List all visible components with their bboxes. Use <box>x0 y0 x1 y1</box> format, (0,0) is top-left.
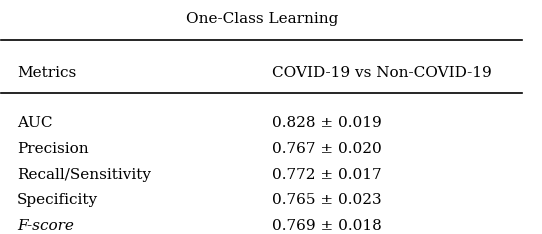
Text: Precision: Precision <box>17 142 89 156</box>
Text: COVID-19 vs Non-COVID-19: COVID-19 vs Non-COVID-19 <box>273 66 492 80</box>
Text: 0.769 ± 0.018: 0.769 ± 0.018 <box>273 219 382 233</box>
Text: Recall/Sensitivity: Recall/Sensitivity <box>17 168 151 182</box>
Text: 0.765 ± 0.023: 0.765 ± 0.023 <box>273 193 382 207</box>
Text: F-score: F-score <box>17 219 74 233</box>
Text: 0.767 ± 0.020: 0.767 ± 0.020 <box>273 142 382 156</box>
Text: AUC: AUC <box>17 116 53 130</box>
Text: Metrics: Metrics <box>17 66 76 80</box>
Text: 0.772 ± 0.017: 0.772 ± 0.017 <box>273 168 382 182</box>
Text: One-Class Learning: One-Class Learning <box>186 12 338 26</box>
Text: 0.828 ± 0.019: 0.828 ± 0.019 <box>273 116 382 130</box>
Text: Specificity: Specificity <box>17 193 98 207</box>
